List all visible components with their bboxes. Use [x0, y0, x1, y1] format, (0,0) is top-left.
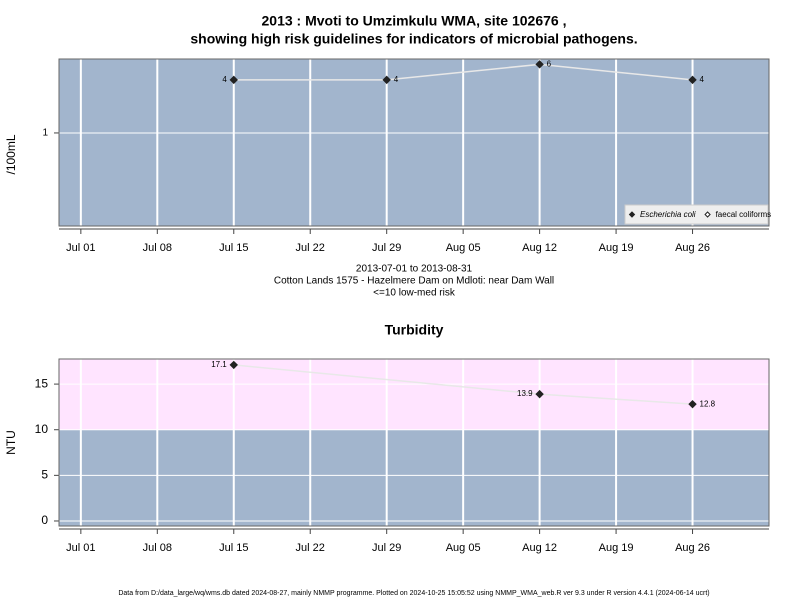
x-tick-label: Jul 29 — [372, 542, 401, 554]
legend-marker — [628, 211, 636, 218]
x-tick-label: Aug 12 — [522, 542, 557, 554]
data-point — [688, 75, 697, 85]
x-tick-label: Aug 26 — [675, 542, 710, 554]
data-point — [688, 399, 697, 409]
x-tick-label: Aug 19 — [599, 242, 634, 254]
x-tick-label: Aug 12 — [522, 242, 557, 254]
chart-title: 2013 : Mvoti to Umzimkulu WMA, site 1026… — [262, 13, 567, 29]
legend-label: faecal coliforms — [716, 210, 772, 219]
x-tick-label: Jul 15 — [219, 242, 248, 254]
chart-title: showing high risk guidelines for indicat… — [190, 31, 637, 47]
x-tick-label: Jul 22 — [296, 542, 325, 554]
data-point — [535, 60, 544, 69]
x-tick-label: Jul 22 — [296, 242, 325, 254]
y-tick-label: 10 — [35, 422, 49, 436]
x-tick-label: Jul 08 — [143, 242, 172, 254]
x-tick-label: Jul 01 — [66, 242, 95, 254]
y-tick-label: 5 — [41, 468, 48, 482]
x-tick-label: Jul 08 — [143, 542, 172, 554]
data-point — [382, 75, 391, 85]
annotation: Cotton Lands 1575 - Hazelmere Dam on Mdl… — [274, 276, 554, 287]
data-point — [229, 360, 238, 370]
plot-border — [58, 58, 770, 227]
x-tick-label: Aug 05 — [446, 542, 481, 554]
x-tick-label: Aug 19 — [599, 542, 634, 554]
y-tick-label: 0 — [41, 513, 48, 527]
annotation: 2013-07-01 to 2013-08-31 — [356, 264, 473, 275]
x-tick-label: Jul 29 — [372, 242, 401, 254]
data-point — [535, 389, 544, 399]
legend-marker — [704, 211, 711, 218]
x-tick-label: Aug 05 — [446, 242, 481, 254]
x-tick-label: Jul 01 — [66, 542, 95, 554]
legend-label: Escherichia coli — [640, 210, 696, 219]
chart-title: Turbidity — [385, 322, 444, 338]
y-axis-label: /100mL — [4, 134, 18, 174]
annotation: <=10 low-med risk — [373, 288, 456, 299]
y-tick-label: 15 — [35, 376, 49, 390]
data-label: 4 — [394, 75, 399, 84]
data-label: 13.9 — [517, 389, 533, 398]
data-label: 12.8 — [700, 399, 716, 408]
footer: Data from D:/data_large/wq/wms.db dated … — [118, 590, 709, 597]
plot-border — [58, 358, 770, 527]
data-label: 4 — [222, 75, 227, 84]
risk-band — [59, 359, 769, 430]
data-line — [233, 63, 693, 81]
y-tick-label: 1 — [42, 128, 48, 139]
legend-box — [624, 204, 769, 225]
plot-background — [59, 59, 769, 226]
data-label: 4 — [700, 75, 705, 84]
data-label: 17.1 — [211, 360, 227, 369]
x-tick-label: Jul 15 — [219, 542, 248, 554]
x-tick-label: Aug 26 — [675, 242, 710, 254]
data-point — [229, 75, 238, 85]
y-axis-label: NTU — [4, 430, 18, 455]
data-label: 6 — [547, 59, 552, 68]
